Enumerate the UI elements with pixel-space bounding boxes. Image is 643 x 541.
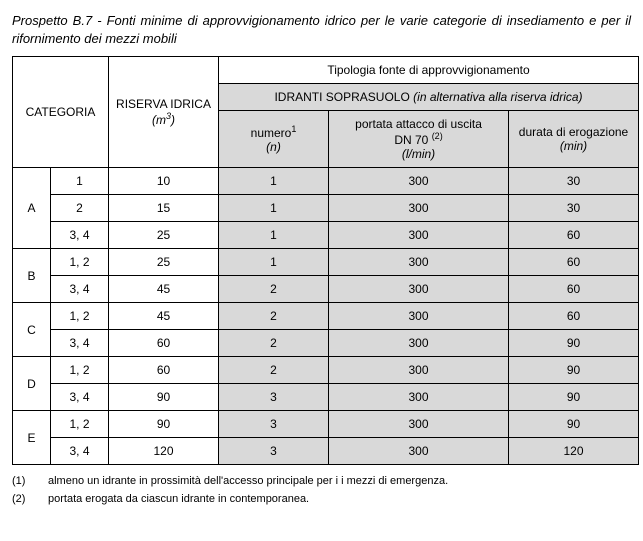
cell-subcategory: 3, 4 — [51, 222, 109, 249]
cell-category: E — [13, 411, 51, 465]
cell-subcategory: 3, 4 — [51, 330, 109, 357]
cell-durata: 60 — [509, 276, 639, 303]
cell-portata: 300 — [329, 411, 509, 438]
cell-portata: 300 — [329, 222, 509, 249]
table-row: B1, 225130060 — [13, 249, 639, 276]
cell-numero: 1 — [219, 168, 329, 195]
cell-numero: 2 — [219, 357, 329, 384]
cell-numero: 1 — [219, 249, 329, 276]
cell-numero: 3 — [219, 411, 329, 438]
cell-portata: 300 — [329, 195, 509, 222]
header-numero: numero1 (n) — [219, 111, 329, 168]
table-row: 3, 490330090 — [13, 384, 639, 411]
cell-portata: 300 — [329, 330, 509, 357]
cell-portata: 300 — [329, 276, 509, 303]
cell-subcategory: 3, 4 — [51, 438, 109, 465]
cell-riserva: 60 — [109, 357, 219, 384]
table-title: Prospetto B.7 - Fonti minime di approvvi… — [12, 12, 631, 48]
cell-riserva: 120 — [109, 438, 219, 465]
cell-category: C — [13, 303, 51, 357]
cell-durata: 30 — [509, 195, 639, 222]
header-categoria: CATEGORIA — [13, 57, 109, 168]
cell-subcategory: 3, 4 — [51, 276, 109, 303]
cell-numero: 1 — [219, 195, 329, 222]
cell-riserva: 90 — [109, 411, 219, 438]
cell-durata: 90 — [509, 411, 639, 438]
cell-durata: 60 — [509, 303, 639, 330]
cell-category: D — [13, 357, 51, 411]
cell-subcategory: 1, 2 — [51, 411, 109, 438]
cell-numero: 2 — [219, 276, 329, 303]
cell-riserva: 25 — [109, 222, 219, 249]
table-row: 3, 41203300120 — [13, 438, 639, 465]
header-riserva: RISERVA IDRICA (m3) — [109, 57, 219, 168]
cell-durata: 60 — [509, 222, 639, 249]
cell-subcategory: 1, 2 — [51, 303, 109, 330]
cell-numero: 3 — [219, 384, 329, 411]
table-row: 215130030 — [13, 195, 639, 222]
cell-portata: 300 — [329, 384, 509, 411]
cell-riserva: 60 — [109, 330, 219, 357]
cell-durata: 60 — [509, 249, 639, 276]
cell-riserva: 45 — [109, 276, 219, 303]
cell-durata: 30 — [509, 168, 639, 195]
header-portata: portata attacco di uscita DN 70 (2) (l/m… — [329, 111, 509, 168]
cell-subcategory: 3, 4 — [51, 384, 109, 411]
table-row: 3, 460230090 — [13, 330, 639, 357]
cell-numero: 2 — [219, 330, 329, 357]
cell-portata: 300 — [329, 168, 509, 195]
cell-durata: 90 — [509, 357, 639, 384]
cell-portata: 300 — [329, 438, 509, 465]
footnotes: (1)almeno un idrante in prossimità dell'… — [12, 475, 631, 505]
footnote-1: (1)almeno un idrante in prossimità dell'… — [12, 475, 631, 487]
table-row: A110130030 — [13, 168, 639, 195]
cell-durata: 90 — [509, 330, 639, 357]
cell-subcategory: 2 — [51, 195, 109, 222]
table-row: 3, 425130060 — [13, 222, 639, 249]
header-idranti: IDRANTI SOPRASUOLO (in alternativa alla … — [219, 84, 639, 111]
cell-numero: 2 — [219, 303, 329, 330]
cell-riserva: 10 — [109, 168, 219, 195]
cell-portata: 300 — [329, 249, 509, 276]
data-table: CATEGORIA RISERVA IDRICA (m3) Tipologia … — [12, 56, 639, 465]
cell-numero: 3 — [219, 438, 329, 465]
cell-portata: 300 — [329, 357, 509, 384]
cell-riserva: 15 — [109, 195, 219, 222]
cell-subcategory: 1, 2 — [51, 249, 109, 276]
header-tipologia: Tipologia fonte di approvvigionamento — [219, 57, 639, 84]
cell-category: A — [13, 168, 51, 249]
table-row: E1, 290330090 — [13, 411, 639, 438]
table-row: D1, 260230090 — [13, 357, 639, 384]
cell-riserva: 90 — [109, 384, 219, 411]
cell-subcategory: 1, 2 — [51, 357, 109, 384]
cell-riserva: 45 — [109, 303, 219, 330]
cell-durata: 90 — [509, 384, 639, 411]
cell-subcategory: 1 — [51, 168, 109, 195]
cell-durata: 120 — [509, 438, 639, 465]
cell-riserva: 25 — [109, 249, 219, 276]
cell-category: B — [13, 249, 51, 303]
header-durata: durata di erogazione (min) — [509, 111, 639, 168]
footnote-2: (2)portata erogata da ciascun idrante in… — [12, 493, 631, 505]
cell-numero: 1 — [219, 222, 329, 249]
table-row: C1, 245230060 — [13, 303, 639, 330]
cell-portata: 300 — [329, 303, 509, 330]
table-row: 3, 445230060 — [13, 276, 639, 303]
